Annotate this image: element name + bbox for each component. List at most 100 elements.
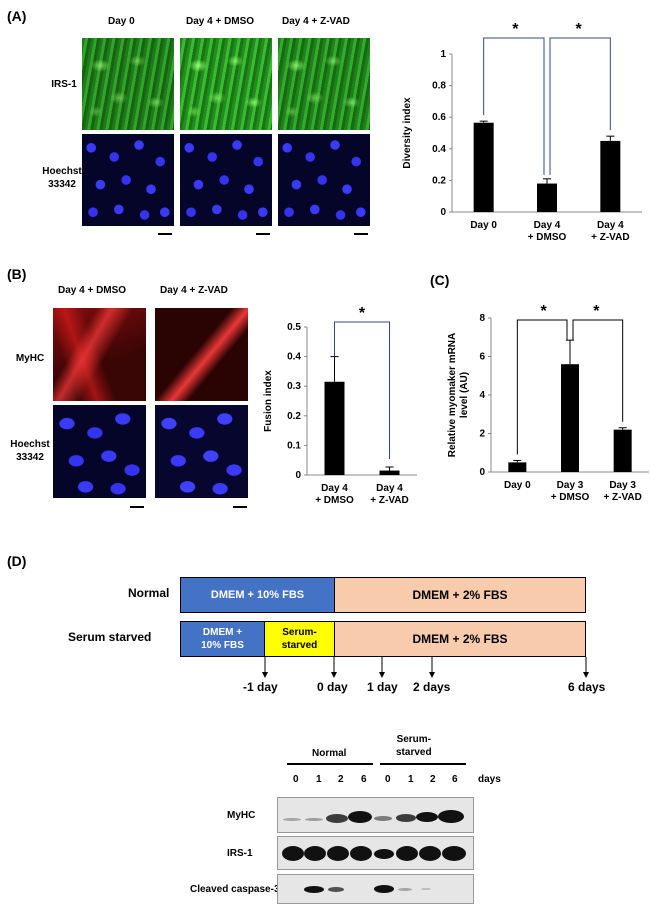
chart-b-fusion-index: 0 0.1 0.2 0.3 0.4 0.5 Fusion index Day 4 + DMSO D… (263, 305, 417, 506)
bar (473, 122, 494, 212)
blot-strip-myhc (277, 797, 474, 833)
lane-label: 1 (408, 774, 414, 785)
colA-label-1: Day 4 + DMSO (186, 16, 255, 27)
row-label-normal: Normal (128, 586, 170, 600)
y-tick-label: 0 (479, 467, 485, 478)
panel-label-d: (D) (7, 553, 27, 569)
blot-protein-caspase3: Cleaved caspase-3 (190, 884, 280, 895)
chart-a-diversity-index: 0 0.2 0.4 0.6 0.8 1 Diversity index Day 0 Day 4 +… (402, 21, 642, 243)
y-tick-label: 8 (479, 313, 485, 324)
bar (600, 140, 621, 212)
bar (613, 429, 632, 472)
scale-bar (354, 233, 368, 235)
bar (324, 381, 345, 475)
panel-label-b: (B) (7, 266, 27, 282)
x-tick-label: Day 0 (470, 220, 497, 231)
rowB-label-hoechst: Hoechst 33342 (10, 439, 50, 463)
scale-bar (233, 506, 247, 508)
significance-star: * (593, 303, 600, 320)
micrograph-myhc-dmso (53, 308, 146, 401)
box-starved-2fbs: DMEM + 2% FBS (334, 621, 586, 657)
lane-label: 0 (385, 774, 391, 785)
significance-bracket (334, 321, 390, 460)
chart-c-myomaker-mrna: 0 2 4 6 8 Relative myomaker mRNAlevel (AU) Day… (447, 303, 649, 503)
timepoint-1: 1 day (367, 680, 398, 694)
lane-label: 6 (452, 774, 458, 785)
micrograph-hoechst-b-zvad (155, 405, 248, 498)
x-tick-label: Day 4 + Z-VAD (591, 220, 629, 243)
y-tick-label: 0.6 (432, 112, 446, 123)
micrograph-hoechst-day0 (82, 134, 174, 226)
blot-group-starved: Serum- starved (396, 734, 432, 758)
y-axis-label: Fusion index (263, 370, 274, 432)
significance-star: * (541, 303, 548, 320)
bar (508, 462, 527, 472)
lane-label: 2 (430, 774, 436, 785)
lane-label: 1 (316, 774, 322, 785)
x-tick-label: Day 3 + DMSO (551, 480, 590, 503)
x-tick-label: Day 3 + Z-VAD (603, 480, 641, 503)
blot-group-normal: Normal (312, 748, 347, 759)
micrograph-irs1-dmso (180, 38, 272, 130)
scale-bar (158, 233, 172, 235)
blot-protein-myhc: MyHC (227, 810, 256, 821)
timepoint-6: 6 days (568, 680, 606, 694)
y-tick-label: 0.4 (287, 352, 301, 363)
timepoint-0: 0 day (317, 680, 348, 694)
rowA-label-hoechst: Hoechst 33342 (42, 166, 82, 190)
y-tick-label: 2 (479, 429, 485, 440)
micrograph-hoechst-dmso (180, 134, 272, 226)
colB-label-1: Day 4 + Z-VAD (160, 285, 228, 296)
significance-star: * (512, 21, 519, 38)
colA-label-0: Day 0 (108, 16, 135, 27)
box-normal-2fbs: DMEM + 2% FBS (334, 577, 586, 613)
significance-star: * (576, 21, 583, 38)
lane-label: 0 (293, 774, 299, 785)
y-tick-label: 0 (440, 207, 446, 218)
blot-strip-irs1 (277, 836, 474, 870)
significance-star: * (359, 305, 366, 322)
lanes-unit: days (478, 774, 501, 785)
y-tick-label: 0.8 (432, 81, 446, 92)
blot-group-line (287, 763, 373, 765)
y-tick-label: 6 (479, 352, 485, 363)
panel-label-c: (C) (430, 272, 450, 288)
blot-protein-irs1: IRS-1 (227, 848, 253, 859)
micrograph-irs1-zvad (278, 38, 370, 130)
scale-bar (256, 233, 270, 235)
panel-label-a: (A) (7, 8, 27, 24)
rowB-label-myhc: MyHC (15, 353, 45, 364)
y-tick-label: 0.4 (432, 144, 446, 155)
y-tick-label: 0.2 (287, 411, 301, 422)
y-axis-label: Relative myomaker mRNAlevel (AU) (447, 333, 470, 458)
micrograph-hoechst-zvad (278, 134, 370, 226)
row-label-serum-starved: Serum starved (68, 630, 152, 644)
x-tick-label: Day 4 + DMSO (528, 220, 567, 243)
x-tick-label: Day 4 + DMSO (315, 483, 354, 506)
x-tick-label: Day 0 (504, 480, 531, 491)
bar (561, 364, 579, 472)
box-starved-10fbs: DMEM + 10% FBS (180, 621, 265, 657)
significance-bracket (572, 319, 624, 422)
y-tick-label: 0.5 (287, 322, 301, 333)
y-tick-label: 0 (295, 470, 301, 481)
bar (537, 183, 557, 212)
y-axis-label: Diversity index (402, 97, 413, 169)
colB-label-0: Day 4 + DMSO (58, 285, 127, 296)
blot-group-line (380, 763, 466, 765)
significance-bracket (549, 37, 611, 175)
bar (379, 470, 400, 475)
y-tick-label: 0.1 (287, 440, 301, 451)
y-tick-label: 1 (440, 49, 446, 60)
micrograph-irs1-day0 (82, 38, 174, 130)
micrograph-myhc-zvad (155, 308, 248, 401)
timeline-arrows (262, 657, 589, 678)
blot-strip-caspase3 (277, 874, 474, 904)
significance-bracket (516, 319, 568, 455)
box-starved-serum: Serum- starved (264, 621, 335, 657)
rowA-label-irs1: IRS-1 (51, 79, 77, 90)
colA-label-2: Day 4 + Z-VAD (282, 16, 350, 27)
significance-bracket (483, 37, 545, 175)
box-normal-10fbs: DMEM + 10% FBS (180, 577, 335, 613)
micrograph-hoechst-b-dmso (53, 405, 146, 498)
